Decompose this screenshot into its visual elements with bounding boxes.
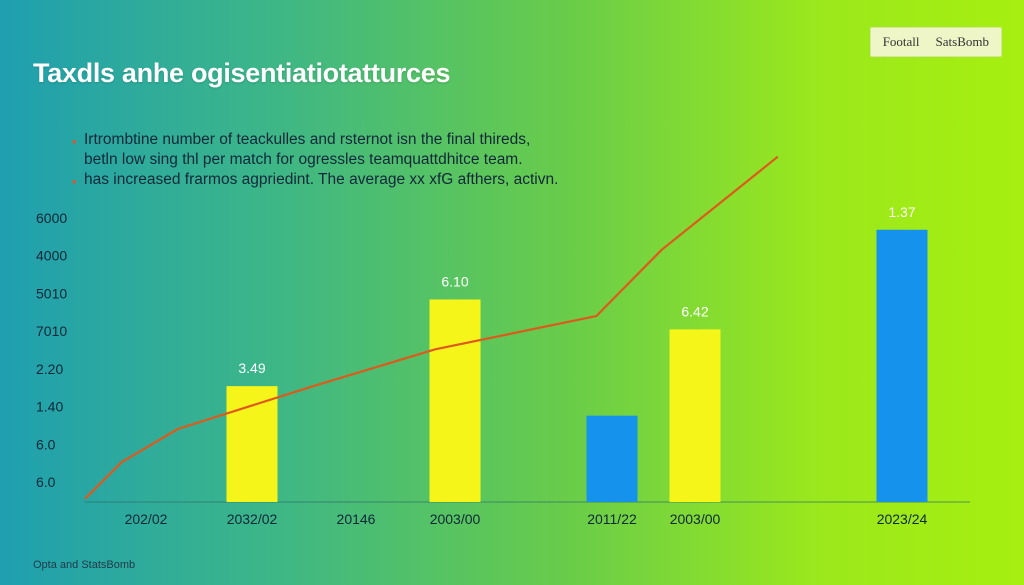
source-tag-right: SatsBomb [935,34,989,49]
x-tick-label: 20146 [337,511,376,527]
y-tick-label: 1.40 [36,399,63,415]
bullet-text: Irtrombtine number of teackulles and rst… [84,131,531,148]
bar-series [226,229,928,502]
x-tick-label: 2011/22 [587,511,637,527]
x-tick-label: 2032/02 [227,511,278,527]
description-list: • Irtrombtine number of teackulles and rs… [72,130,558,190]
bar [876,229,928,502]
bullet-marker-icon: • [72,174,77,189]
bar-value-label: 6.10 [441,273,468,289]
x-tick-label: 202/02 [125,511,168,527]
bar-value-label: 6.42 [681,303,708,319]
chart-title: Taxdls anhe ogisentiatiotatturces [33,58,451,88]
trend-line-series [84,155,779,500]
trend-line [84,155,779,500]
bar-value-label: 3.49 [238,360,265,376]
bullet-marker-icon: • [72,134,77,149]
x-tick-label: 2003/00 [430,511,481,527]
bar-labels: 3.49 6.10 6.42 1.37 [238,204,915,376]
y-tick-label: 4000 [36,248,67,264]
source-note: Opta and StatsBomb [33,559,136,571]
bar [226,386,278,502]
y-tick-label: 7010 [36,323,67,339]
x-tick-label: 2023/24 [877,511,928,527]
bullet-item: • has increased frarmos agpriedint. The a… [72,170,558,190]
y-tick-label: 5010 [36,285,67,301]
bullet-item: • Irtrombtine number of teackulles and rs… [72,130,558,150]
bar [669,329,721,502]
y-axis: 6000 4000 5010 7010 2.20 1.40 6.0 6.0 [36,210,67,490]
bar-value-label: 1.37 [888,204,915,220]
y-tick-label: 6.0 [36,474,56,490]
x-tick-label: 2003/00 [670,511,721,527]
bullet-item: betln low sing thl per match for ogressl… [72,150,558,170]
source-tag-left: Footall [882,34,920,49]
bullet-text: has increased frarmos agpriedint. The av… [84,171,559,188]
y-tick-label: 6000 [36,210,67,226]
bar [429,299,481,502]
bar [586,415,638,502]
bullet-text: betln low sing thl per match for ogressl… [84,151,523,168]
x-axis: 202/02 2032/02 20146 2003/00 2011/22 2003/00 2… [85,501,970,527]
y-tick-label: 6.0 [36,436,56,452]
source-tag-box: Footall SatsBomb [869,27,1002,57]
y-tick-label: 2.20 [36,361,63,377]
